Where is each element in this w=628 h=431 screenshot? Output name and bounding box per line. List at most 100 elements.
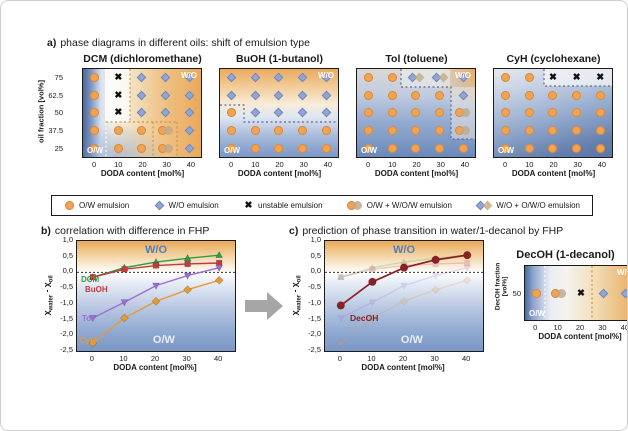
- fhp-chart-b-canvas: [77, 250, 235, 348]
- tick-label: 30: [430, 354, 439, 363]
- phase-panel-cyh: CyH (cyclohexane) O/W 0 10 20 30 40 DODA con…: [493, 53, 614, 178]
- ow-region-label: O/W: [529, 309, 545, 318]
- marker-x: [113, 90, 124, 101]
- tick-label: 30: [182, 354, 191, 363]
- tick-label: 75: [54, 73, 63, 83]
- phase-boundary: [220, 104, 338, 123]
- doda-ticks: 0 10 20 30 40: [82, 160, 203, 169]
- marker-x: [113, 107, 124, 118]
- marker-ow-wow: [157, 125, 174, 136]
- tick-label: 30: [573, 160, 582, 169]
- marker-x: [113, 72, 124, 83]
- marker-ow: [136, 125, 147, 136]
- marker-wo: [250, 107, 261, 118]
- marker-ow: [226, 107, 237, 118]
- series-buoh: [89, 259, 223, 281]
- tick-label: 10: [119, 354, 128, 363]
- chi-axis-ticks: 1,0 0,5 0,0 -0,5 -1,0 -1,5 -2,0 -2,5: [308, 235, 321, 354]
- panel-title: DCM (dichloromethane): [83, 53, 202, 65]
- section-c-title: c) prediction of phase transition in wate…: [289, 225, 564, 237]
- marker-ow-wow: [550, 288, 567, 299]
- tick-label: 10: [553, 323, 562, 332]
- panel-c: c) prediction of phase transition in wate…: [289, 225, 564, 372]
- legend-item: W/O + O/W/O emulsion: [476, 200, 580, 211]
- tick-label: 10: [367, 354, 376, 363]
- marker-grid: [494, 69, 612, 157]
- wo-region-label: W/O: [617, 268, 627, 277]
- doda-ticks: 0 10 20 30 40: [524, 323, 627, 332]
- marker-ow: [113, 143, 124, 154]
- marker-ow: [387, 143, 398, 154]
- doda-axis-label: DODA content [mol%]: [113, 363, 197, 372]
- marker-wo: [184, 143, 195, 154]
- marker-ow: [273, 143, 284, 154]
- marker-ow: [410, 90, 421, 101]
- marker-ow: [500, 90, 511, 101]
- marker-ow-wow: [455, 107, 471, 118]
- wo-region-label: W/O: [181, 71, 197, 80]
- marker-ow: [595, 143, 606, 154]
- doda-ticks: 0 10 20 30 40: [324, 354, 482, 363]
- ow-region-label: O/W: [361, 146, 377, 155]
- tick-label: 37.5: [48, 126, 63, 136]
- oil-fraction-ticks: 75 62.5 50 37.5 25: [46, 69, 66, 157]
- marker-ow: [547, 125, 558, 136]
- ow-region-label: O/W: [87, 146, 103, 155]
- series-label-cyh: CyH: [80, 336, 97, 345]
- legend-item: O/W emulsion: [64, 200, 129, 211]
- phase-panel-buoh: BuOH (1-butanol) W/O O/W 0 10 20 30 40 DODA …: [219, 53, 340, 178]
- section-a-label: a): [47, 37, 57, 49]
- right-arrow-icon: [245, 292, 283, 320]
- marker-ow: [387, 125, 398, 136]
- marker-ow: [387, 107, 398, 118]
- tick-label: 20: [150, 354, 160, 363]
- legend: O/W emulsion W/O emulsion unstable emuls…: [51, 195, 593, 216]
- wo-region-label: W/O: [318, 71, 334, 80]
- marker-ow: [595, 125, 606, 136]
- section-a-title: a) phase diagrams in different oils: shif…: [47, 37, 310, 49]
- doda-axis-label: DODA content [mol%]: [511, 169, 596, 178]
- panel-title: Tol (toluene): [385, 53, 448, 65]
- tick-label: 20: [398, 354, 408, 363]
- marker-ow: [571, 125, 582, 136]
- legend-item: unstable emulsion: [243, 200, 322, 211]
- tick-label: 25: [54, 143, 63, 153]
- marker-ow: [571, 107, 582, 118]
- fhp-chart-c-canvas: [325, 250, 483, 348]
- tick-label: 40: [323, 160, 333, 169]
- marker-grid: [220, 69, 338, 157]
- tick-label: 20: [412, 160, 421, 169]
- marker-ow: [363, 143, 374, 154]
- wo-emulsion-icon: [154, 200, 165, 211]
- ow-emulsion-icon: [64, 200, 75, 211]
- phase-plot-decoh: W/O O/W: [524, 265, 627, 321]
- legend-label: W/O + O/W/O emulsion: [496, 201, 580, 210]
- marker-ow: [524, 125, 535, 136]
- marker-ow: [363, 90, 374, 101]
- marker-grid: [357, 69, 475, 157]
- phase-plot-cyh: O/W: [493, 68, 613, 158]
- panel-b: b) correlation with difference in FHP χwa…: [41, 225, 239, 372]
- marker-wo: [273, 90, 284, 101]
- marker-ow: [500, 72, 511, 83]
- marker-x: [547, 72, 558, 83]
- panel-title: DecOH (1-decanol): [516, 249, 615, 261]
- marker-wo: [250, 72, 261, 83]
- series-tol: [336, 264, 472, 323]
- marker-wo: [184, 107, 195, 118]
- phase-boundary: [543, 69, 612, 87]
- marker-ow: [410, 143, 421, 154]
- phase-boundary: [105, 69, 178, 157]
- ow-wow-emulsion-icon: [346, 200, 363, 211]
- marker-ow: [363, 125, 374, 136]
- phase-plot-tol: W/O O/W: [356, 68, 476, 158]
- wo-owo-emulsion-icon: [476, 200, 492, 211]
- legend-label: unstable emulsion: [258, 201, 323, 210]
- marker-ow: [273, 125, 284, 136]
- marker-ow: [434, 125, 445, 136]
- section-c-label: c): [289, 225, 299, 237]
- marker-ow: [500, 107, 511, 118]
- chi-axis-ticks: 1,0 0,5 0,0 -0,5 -1,0 -1,5 -2,0 -2,5: [60, 235, 73, 354]
- marker-ow: [434, 143, 445, 154]
